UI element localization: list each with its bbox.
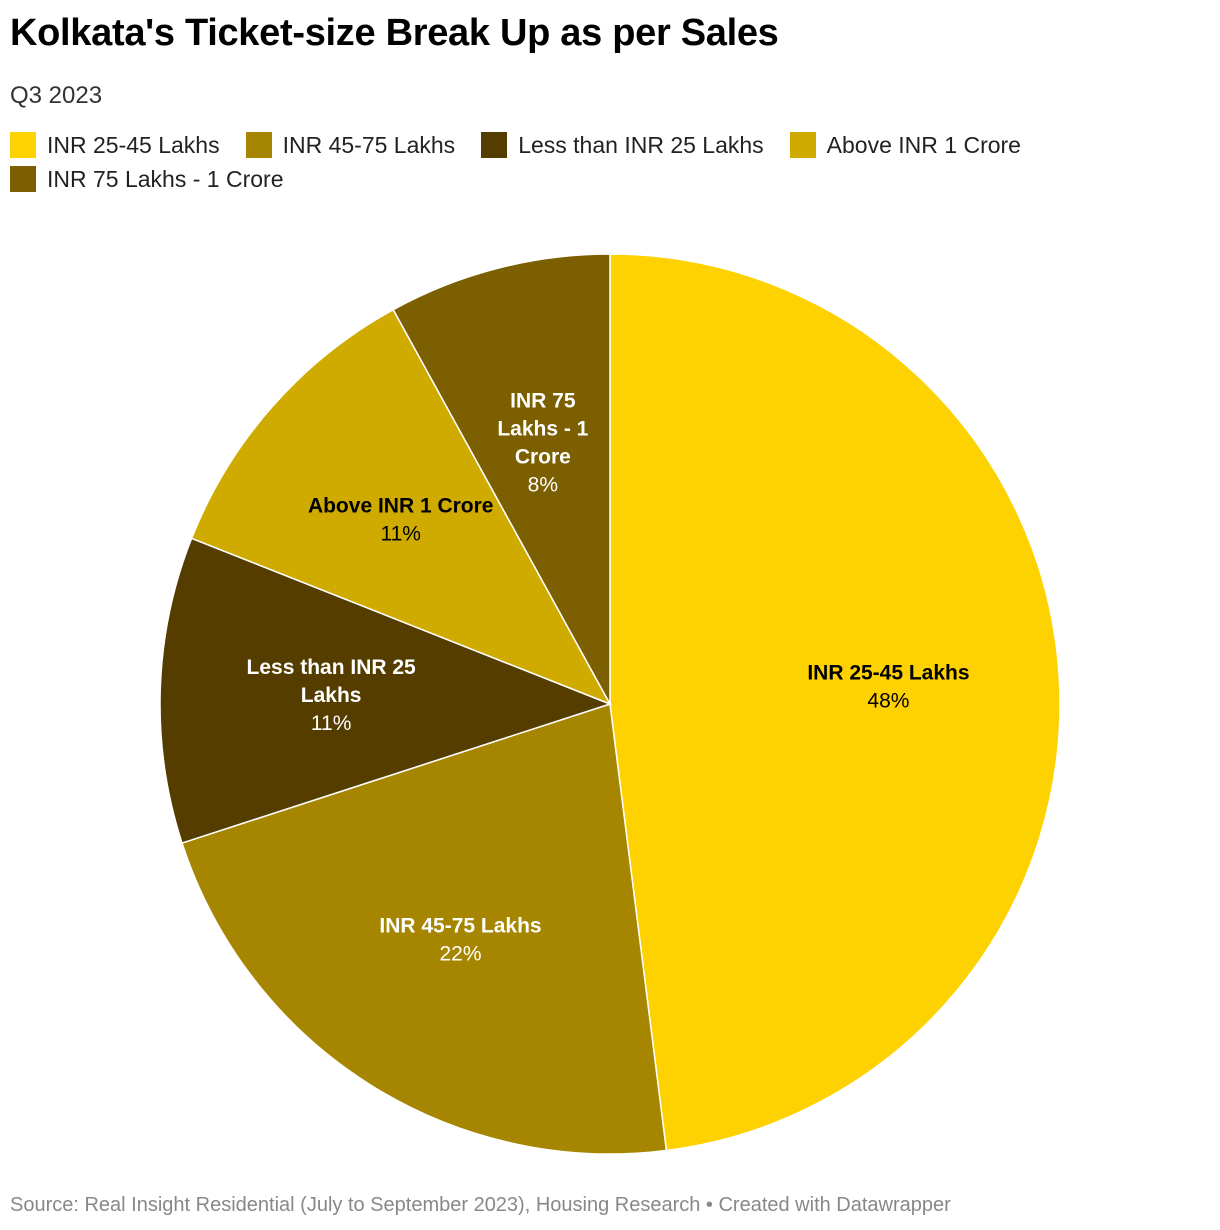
slice-label: INR 25-45 Lakhs 48% [807,661,969,712]
legend-swatch [789,132,816,158]
pie-slice [190,308,612,706]
legend-label: INR 45-75 Lakhs [282,131,456,158]
slice-value-label: 11% [311,712,351,735]
chart-subtitle: Q3 2023 [10,82,103,109]
legend-swatch [245,132,272,158]
slice-value-label: 8% [528,473,558,496]
pie-slice [392,253,611,705]
slice-label: Above INR 1 Crore 11% [308,494,494,545]
slice-name-label: Crore [515,445,571,468]
legend-item: Above INR 1 Crore [789,131,1021,158]
slice-value-label: 22% [439,943,481,966]
slice-value-label: 48% [867,689,909,712]
legend-label: INR 25-45 Lakhs [47,131,220,158]
legend-item: INR 75 Lakhs - 1 Crore [10,166,283,192]
slice-name-label: Less than INR 25 [247,656,417,679]
legend-swatch [481,132,508,158]
slice-name-label: INR 45-75 Lakhs [379,915,541,938]
chart-title: Kolkata's Ticket-size Break Up as per Sa… [10,12,779,54]
slice-label: INR 45-75 Lakhs 22% [379,915,541,966]
slice-name-label: Lakhs - 1 [497,417,588,440]
pie-chart: INR 25-45 Lakhs 48% INR 45-75 Lakhs 22% Less… [159,253,1061,1155]
slice-name-label: Lakhs [301,684,362,707]
slice-name-label: INR 25-45 Lakhs [807,661,969,684]
slice-label: INR 75 Lakhs - 1 Crore 8% [497,389,588,496]
legend-item: Less than INR 25 Lakhs [481,131,764,158]
slice-value-label: 11% [380,522,420,545]
legend-label: INR 75 Lakhs - 1 Crore [47,165,284,192]
source-footer: Source: Real Insight Residential (July t… [10,1194,951,1216]
legend: INR 25-45 Lakhs INR 45-75 Lakhs Less tha… [10,132,1200,192]
legend-label: Above INR 1 Crore [826,131,1021,158]
pie-slice [609,253,1061,1152]
legend-item: INR 25-45 Lakhs [10,132,220,158]
slice-name-label: INR 75 [510,389,576,412]
legend-item: INR 45-75 Lakhs [245,131,456,158]
pie-slice [181,703,668,1155]
legend-swatch [10,166,36,192]
legend-label: Less than INR 25 Lakhs [518,131,764,158]
slice-name-label: Above INR 1 Crore [308,494,494,517]
slice-label: Less than INR 25 Lakhs 11% [247,656,417,735]
pie-slice [159,537,613,845]
legend-swatch [10,132,36,158]
